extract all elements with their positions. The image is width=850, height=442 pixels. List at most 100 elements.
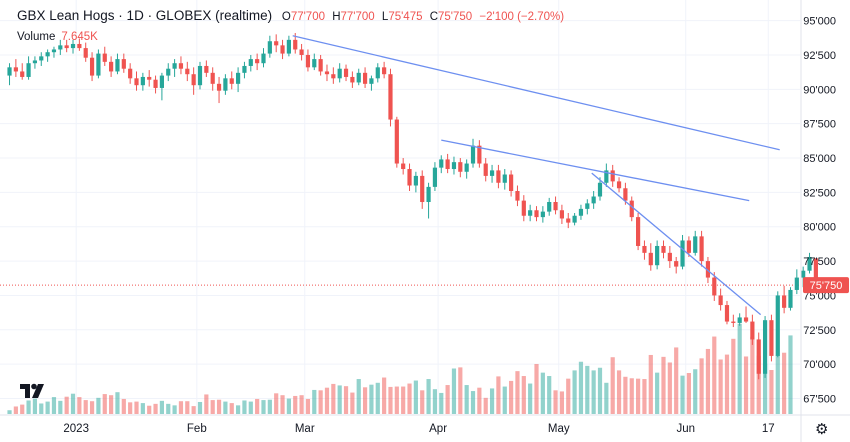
- volume-bar: [578, 361, 584, 414]
- volume-bar: [426, 379, 431, 414]
- trendline[interactable]: [292, 35, 780, 151]
- candle: [807, 252, 812, 274]
- candle: [280, 39, 285, 60]
- candle-body: [477, 145, 482, 164]
- candle-body: [686, 240, 691, 253]
- volume-bar: [712, 336, 717, 414]
- candle-body: [591, 196, 596, 204]
- candlesticks: [7, 32, 818, 380]
- volume-bar: [655, 372, 660, 414]
- volume-bar: [572, 370, 577, 414]
- candle: [528, 204, 533, 222]
- candle-body: [648, 252, 653, 266]
- volume-bar: [242, 400, 247, 414]
- volume-bar: [89, 401, 95, 414]
- gear-icon[interactable]: ⚙: [815, 421, 829, 438]
- volume-bar: [769, 370, 774, 414]
- volume-bar: [267, 399, 272, 414]
- candle-body: [109, 61, 114, 72]
- price-tick-label: 67'500: [803, 394, 836, 406]
- price-tick-label: 72'500: [803, 325, 836, 337]
- candle: [394, 116, 399, 168]
- candle: [236, 67, 241, 93]
- candle: [312, 53, 317, 71]
- candle: [661, 240, 666, 259]
- candle: [255, 53, 260, 71]
- volume-bar: [407, 383, 412, 414]
- volume-bar: [439, 392, 444, 414]
- close-label: C: [429, 11, 439, 23]
- candle-body: [813, 258, 818, 286]
- volume-bar: [388, 386, 393, 414]
- candle: [509, 170, 514, 197]
- time-tick-label: Jun: [676, 423, 695, 435]
- volume-bar: [597, 367, 603, 414]
- volume-bar: [305, 398, 311, 414]
- volume-bar: [616, 370, 622, 414]
- candle: [115, 53, 120, 75]
- candle: [375, 63, 380, 83]
- candle-body: [439, 159, 444, 168]
- volume-bar: [343, 386, 349, 414]
- volume-bar: [591, 370, 596, 414]
- volume-bar: [470, 391, 476, 414]
- trendline[interactable]: [591, 172, 762, 316]
- candle-body: [58, 45, 63, 50]
- volume-bar: [731, 338, 736, 414]
- volume-bar: [604, 382, 609, 414]
- candle: [134, 71, 139, 91]
- volume-bar: [7, 410, 12, 414]
- candle: [197, 61, 203, 90]
- candle-body: [261, 53, 266, 64]
- symbol-title[interactable]: GBX Lean Hogs · 1D · GLOBEX (realtime): [17, 8, 273, 23]
- volume-bar: [274, 393, 279, 414]
- volume-bar: [445, 385, 450, 414]
- volume-bar: [413, 380, 418, 414]
- candle: [502, 169, 507, 190]
- volume-bar: [775, 355, 780, 414]
- volume-bar: [680, 375, 685, 414]
- volume-bar: [737, 323, 742, 414]
- trendlines[interactable]: [292, 35, 780, 316]
- candle-body: [401, 163, 406, 170]
- candle-body: [762, 320, 768, 374]
- candle-body: [375, 67, 380, 79]
- candle: [794, 269, 799, 295]
- candle: [83, 42, 88, 62]
- candle-body: [305, 54, 311, 68]
- candle: [724, 300, 730, 325]
- volume-bar: [147, 405, 152, 414]
- candle-body: [191, 74, 196, 86]
- volume-bar: [464, 385, 469, 414]
- candle: [331, 67, 336, 84]
- candle-body: [115, 59, 120, 72]
- candle: [299, 43, 304, 61]
- candle-body: [693, 236, 698, 253]
- volume-bar: [477, 387, 482, 414]
- candle-body: [572, 215, 577, 223]
- candle-body: [553, 202, 558, 211]
- volume-bar: [496, 376, 501, 414]
- volume-bar: [534, 363, 539, 414]
- volume-legend[interactable]: Volume 7.645K: [17, 31, 98, 43]
- volume-bar: [674, 347, 679, 414]
- candle-body: [121, 59, 126, 69]
- price-axis[interactable]: 95'000 92'500 90'000 87'500 85'000 82'500 80'0…: [803, 16, 836, 406]
- candle: [20, 63, 25, 80]
- open-value: 77'700: [290, 11, 325, 23]
- candle: [648, 243, 653, 271]
- volume-bar: [699, 358, 704, 414]
- volume-bar: [39, 403, 44, 414]
- tradingview-logo-icon[interactable]: [19, 380, 45, 402]
- candle: [96, 49, 101, 79]
- trendline[interactable]: [441, 139, 750, 202]
- candle-body: [604, 170, 609, 183]
- time-axis[interactable]: 2023 Feb Mar Apr May Jun 17: [63, 423, 774, 435]
- candle: [496, 164, 501, 189]
- price-tag: 75'750: [803, 277, 849, 294]
- candle-body: [724, 305, 730, 322]
- volume-bar: [559, 391, 564, 414]
- candle-body: [616, 181, 622, 189]
- volume-bar: [115, 392, 120, 414]
